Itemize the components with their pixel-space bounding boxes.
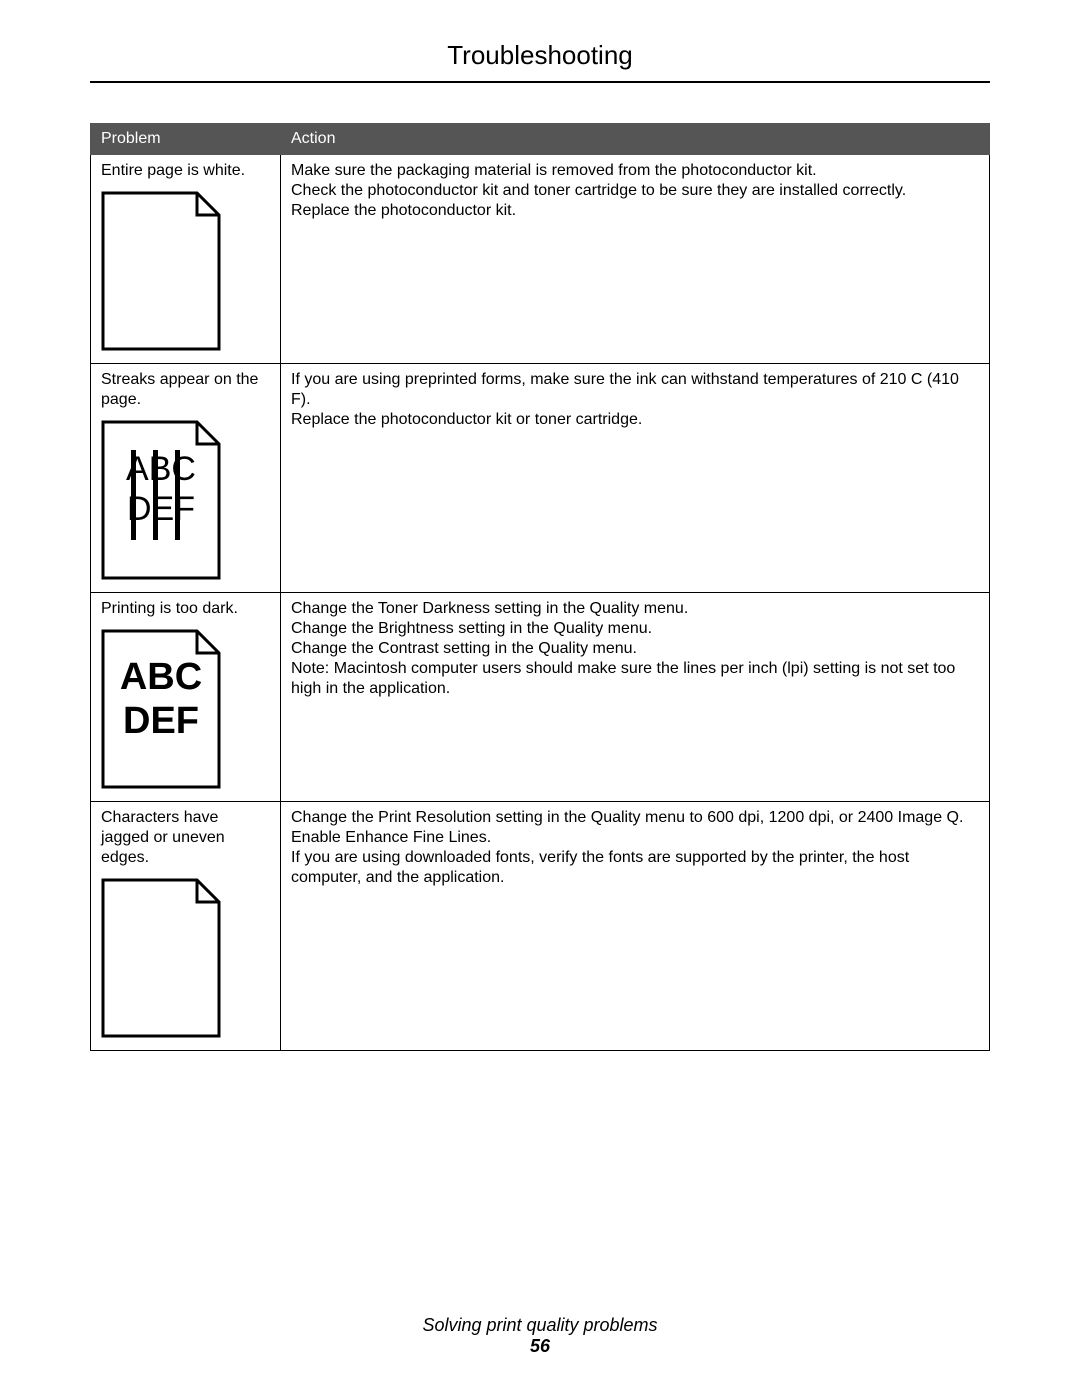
footer-section: Solving print quality problems: [0, 1315, 1080, 1336]
action-text: Change the Print Resolution setting in t…: [291, 808, 979, 888]
col-header-problem: Problem: [91, 124, 281, 155]
table-row: Streaks appear on the page. ABCDEF If you …: [91, 364, 990, 593]
problem-cell: Entire page is white.: [91, 155, 281, 364]
page-icon: ABCDEF: [101, 629, 221, 789]
icon-text-line: DEF: [123, 700, 199, 742]
problem-text: Entire page is white.: [101, 161, 270, 181]
title-rule: [90, 81, 990, 83]
problem-cell: Characters have jagged or uneven edges.: [91, 802, 281, 1051]
table-header-row: Problem Action: [91, 124, 990, 155]
icon-text-line: ABC: [126, 450, 196, 488]
problem-text: Printing is too dark.: [101, 599, 270, 619]
col-header-action: Action: [281, 124, 990, 155]
action-text: If you are using preprinted forms, make …: [291, 370, 979, 430]
page-icon: ABCDEF: [101, 420, 221, 580]
document-page: Troubleshooting Problem Action Entire pa…: [0, 0, 1080, 1397]
streak: [153, 450, 158, 540]
page-footer: Solving print quality problems 56: [0, 1315, 1080, 1357]
action-cell: Change the Toner Darkness setting in the…: [281, 593, 990, 802]
problem-cell: Streaks appear on the page. ABCDEF: [91, 364, 281, 593]
table-row: Entire page is white. Make sure the packa…: [91, 155, 990, 364]
page-icon: [101, 191, 221, 351]
problem-cell: Printing is too dark. ABCDEF: [91, 593, 281, 802]
troubleshooting-table: Problem Action Entire page is white. Make…: [90, 123, 990, 1051]
streak: [131, 450, 136, 540]
action-cell: Make sure the packaging material is remo…: [281, 155, 990, 364]
page-icon: [101, 878, 221, 1038]
icon-text-line: DEF: [127, 490, 195, 528]
table-row: Printing is too dark. ABCDEF Change the To…: [91, 593, 990, 802]
icon-text-line: ABC: [120, 656, 202, 698]
problem-text: Streaks appear on the page.: [101, 370, 270, 410]
action-text: Change the Toner Darkness setting in the…: [291, 599, 979, 699]
problem-text: Characters have jagged or uneven edges.: [101, 808, 270, 868]
streak: [175, 450, 180, 540]
action-text: Make sure the packaging material is remo…: [291, 161, 979, 221]
action-cell: Change the Print Resolution setting in t…: [281, 802, 990, 1051]
table-row: Characters have jagged or uneven edges. C…: [91, 802, 990, 1051]
footer-page-number: 56: [0, 1336, 1080, 1357]
action-cell: If you are using preprinted forms, make …: [281, 364, 990, 593]
page-title: Troubleshooting: [90, 40, 990, 71]
